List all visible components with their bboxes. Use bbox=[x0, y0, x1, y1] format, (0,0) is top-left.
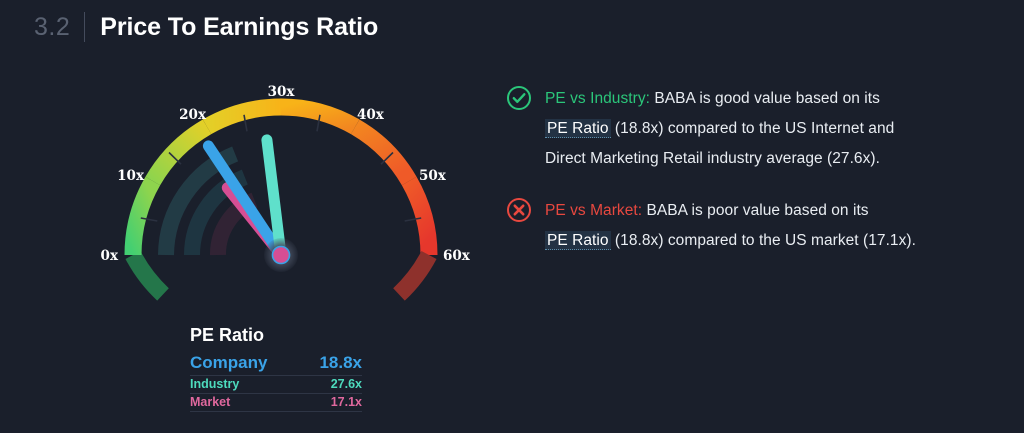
header-divider bbox=[84, 12, 86, 42]
x-circle-icon bbox=[506, 197, 532, 223]
statement-text-market: PE vs Market: BABA is poor value based o… bbox=[545, 196, 916, 256]
statement-pe-vs-market: PE vs Market: BABA is poor value based o… bbox=[506, 196, 1006, 256]
analysis-panel: PE vs Industry: BABA is good value based… bbox=[506, 84, 1006, 278]
gauge-tick-5: 50x bbox=[419, 168, 447, 184]
statement-line3-industry: Direct Marketing Retail industry average… bbox=[545, 150, 880, 167]
legend-row-industry: Industry 27.6x bbox=[190, 376, 362, 394]
gauge-tick-6: 60x bbox=[443, 248, 471, 264]
section-header: 3.2 Price To Earnings Ratio bbox=[34, 6, 378, 48]
gauge-tick-3: 30x bbox=[268, 84, 296, 100]
gauge-segment-overflow bbox=[393, 250, 437, 301]
gauge-segment-30-40 bbox=[280, 98, 360, 135]
gauge-tick-2: 20x bbox=[179, 107, 207, 123]
statement-text-industry: PE vs Industry: BABA is good value based… bbox=[545, 84, 894, 174]
statement-line2-industry: (18.8x) compared to the US Internet and bbox=[610, 120, 895, 137]
legend-value-company: 18.8x bbox=[319, 352, 362, 372]
gauge-legend: PE Ratio Company 18.8x Industry 27.6x Ma… bbox=[190, 325, 362, 412]
page-title: Price To Earnings Ratio bbox=[100, 12, 379, 41]
gauge-segment-40-50 bbox=[350, 119, 417, 186]
gauge-segment-20-30 bbox=[202, 98, 282, 135]
gauge-segment-0-10 bbox=[124, 176, 161, 256]
gauge-hub bbox=[264, 238, 298, 272]
term-pe-ratio-market[interactable]: PE Ratio bbox=[545, 231, 611, 250]
statement-line1-industry: BABA is good value based on its bbox=[649, 90, 880, 107]
gauge-segment-50-60 bbox=[401, 176, 438, 256]
pe-ratio-gauge: 0x 10x 20x 30x 40x 50x 60x bbox=[92, 66, 472, 366]
gauge-tick-1: 10x bbox=[117, 168, 145, 184]
legend-label-company: Company bbox=[190, 352, 268, 372]
needle-company bbox=[202, 140, 287, 261]
legend-value-industry: 27.6x bbox=[330, 376, 362, 391]
legend-label-industry: Industry bbox=[190, 376, 240, 391]
gauge-tick-4: 40x bbox=[357, 107, 385, 123]
gauge-segment-10-20 bbox=[145, 119, 212, 186]
legend-row-market: Market 17.1x bbox=[190, 394, 362, 412]
legend-title: PE Ratio bbox=[190, 325, 265, 345]
check-circle-icon bbox=[506, 85, 532, 111]
gauge-tick-0: 0x bbox=[101, 248, 119, 264]
section-number: 3.2 bbox=[34, 12, 71, 41]
gauge-tick-marks bbox=[140, 114, 422, 222]
statement-pe-vs-industry: PE vs Industry: BABA is good value based… bbox=[506, 84, 1006, 174]
statement-lead-market: PE vs Market: bbox=[545, 202, 643, 219]
gauge-segment-underflow bbox=[125, 250, 169, 301]
gauge-svg: 0x 10x 20x 30x 40x 50x 60x bbox=[101, 84, 471, 301]
gauge-track bbox=[124, 98, 438, 301]
legend-value-market: 17.1x bbox=[330, 394, 362, 409]
legend-label-market: Market bbox=[190, 394, 231, 409]
statement-line2-market: (18.8x) compared to the US market (17.1x… bbox=[610, 232, 916, 249]
term-pe-ratio-industry[interactable]: PE Ratio bbox=[545, 119, 611, 138]
statement-line1-market: BABA is poor value based on its bbox=[642, 202, 869, 219]
needle-industry bbox=[261, 134, 287, 261]
legend-row-company: Company 18.8x bbox=[190, 352, 362, 376]
statement-lead-industry: PE vs Industry: bbox=[545, 90, 650, 107]
gauge-tick-labels: 0x 10x 20x 30x 40x 50x 60x bbox=[101, 84, 471, 264]
